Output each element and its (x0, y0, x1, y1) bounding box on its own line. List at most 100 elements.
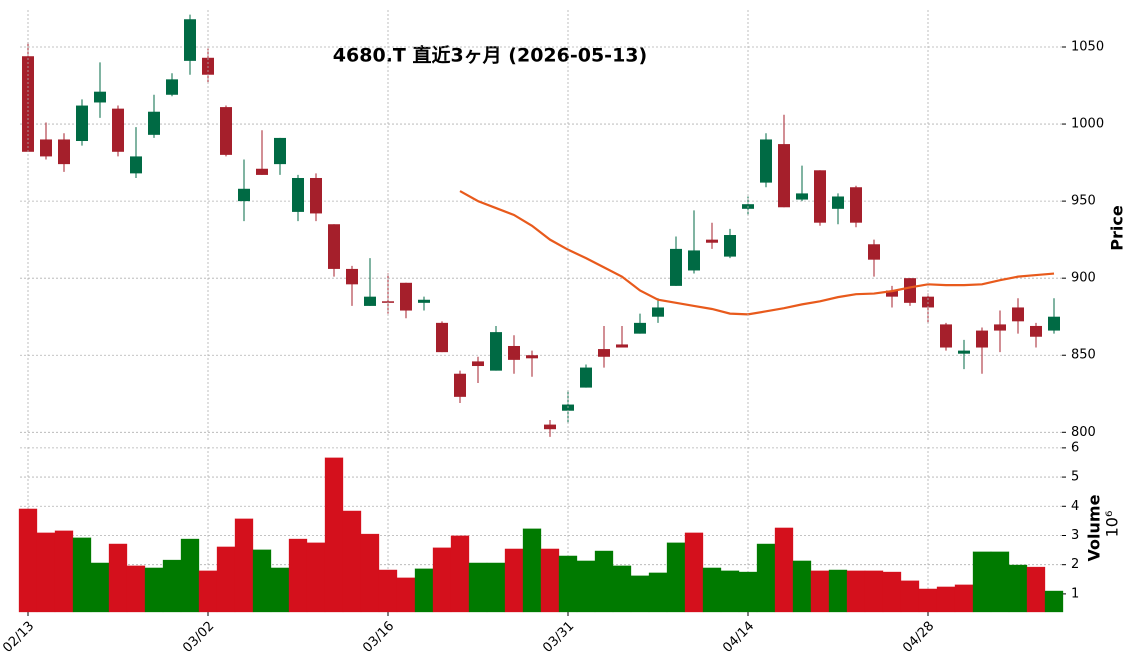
volume-bar (504, 548, 524, 613)
x-tick-label: 03/31 (540, 619, 577, 656)
candle-body (364, 296, 376, 306)
volume-bar (612, 565, 632, 613)
candle-body (670, 248, 682, 286)
volume-bar (954, 584, 974, 613)
volume-bar (1044, 590, 1064, 613)
volume-bar (180, 538, 200, 613)
candle-body (22, 56, 34, 152)
candle-body (346, 268, 358, 285)
candle-body (490, 332, 502, 371)
y-tick-label: 6 (1071, 440, 1079, 455)
volume-bar (900, 580, 920, 613)
candle-body (994, 324, 1006, 331)
moving-average-line (459, 190, 1055, 316)
volume-bar (702, 567, 722, 613)
y-tick-label: 1050 (1071, 39, 1104, 54)
candle-body (778, 144, 790, 208)
volume-bar (684, 532, 704, 613)
candle-body (634, 322, 646, 334)
candle-body (40, 139, 52, 157)
candle-body (418, 299, 430, 303)
volume-bar (432, 547, 452, 613)
candle-body (760, 139, 772, 183)
candle-body (832, 196, 844, 209)
volume-bar (738, 571, 758, 613)
candle-body (274, 137, 286, 165)
volume-bar (342, 510, 362, 613)
volume-bar (162, 559, 182, 613)
candle-body (1048, 316, 1060, 331)
volume-bar (630, 575, 650, 613)
volume-bar (486, 562, 506, 613)
volume-bar (216, 546, 236, 613)
volume-bar (936, 586, 956, 613)
y-tick-label: 5 (1071, 470, 1079, 485)
candle-body (436, 322, 448, 353)
candle-body (976, 330, 988, 348)
x-tick-label: 02/13 (0, 619, 37, 656)
chart-title: 4680.T 直近3ヶ月 (2026-05-13) (333, 44, 647, 67)
y-tick-label: 4 (1071, 499, 1079, 514)
candle-body (130, 156, 142, 174)
volume-bar (576, 560, 596, 613)
volume-bar (126, 565, 146, 613)
volume-bar (720, 570, 740, 613)
volume-bar (324, 457, 344, 613)
price-axis-label: Price (1108, 205, 1127, 251)
volume-bar (18, 508, 38, 613)
volume-bar (54, 530, 74, 613)
candle-body (184, 19, 196, 61)
candle-body (688, 250, 700, 271)
volume-bar (270, 567, 290, 613)
candle-body (814, 170, 826, 223)
volume-bar (810, 570, 830, 613)
x-tick-label: 03/16 (360, 619, 397, 656)
volume-bar (252, 549, 272, 613)
volume-bar (414, 568, 434, 613)
candle-body (310, 177, 322, 214)
volume-bar (558, 555, 578, 613)
x-tick-label: 03/02 (180, 619, 217, 656)
y-tick-label: 800 (1071, 425, 1096, 440)
volume-bar (882, 571, 902, 613)
volume-bar (864, 570, 884, 613)
volume-bar (360, 533, 380, 613)
volume-bar (648, 572, 668, 613)
y-tick-label: 1 (1071, 586, 1079, 601)
volume-bar (288, 538, 308, 613)
candle-body (580, 367, 592, 388)
candle-body (508, 345, 520, 360)
candle-body (1030, 325, 1042, 337)
candle-body (850, 187, 862, 223)
volume-bar (918, 588, 938, 613)
volume-bar (90, 562, 110, 613)
candle-body (706, 239, 718, 243)
x-tick-label: 04/28 (900, 619, 937, 656)
y-tick-label: 950 (1071, 194, 1096, 209)
volume-multiplier: 10⁶ (1103, 511, 1122, 538)
volume-bar (36, 532, 56, 613)
candle-body (598, 349, 610, 357)
volume-bar (828, 569, 848, 613)
y-tick-label: 2 (1071, 557, 1079, 572)
candle-body (76, 105, 88, 142)
candle-body (166, 79, 178, 95)
candle-body (724, 235, 736, 257)
volume-bar (306, 542, 326, 613)
x-tick-label: 04/14 (720, 619, 757, 656)
candle-body (58, 139, 70, 165)
candle-body (958, 350, 970, 354)
volume-bar (756, 543, 776, 613)
volume-bar (594, 550, 614, 613)
volume-bar (234, 518, 254, 613)
volume-bar (1008, 564, 1028, 613)
candle-body (328, 224, 340, 269)
candle-body (238, 188, 250, 202)
y-tick-label: 3 (1071, 528, 1079, 543)
volume-bar (396, 577, 416, 613)
candle-body (148, 111, 160, 135)
candle-body (1012, 307, 1024, 322)
volume-bar (774, 527, 794, 613)
candle-body (472, 361, 484, 367)
